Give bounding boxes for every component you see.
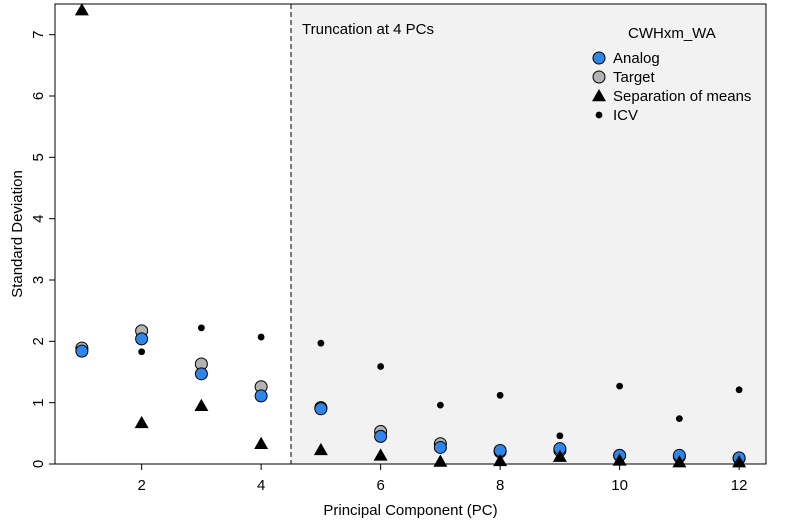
point-separation-of-means — [732, 455, 747, 468]
legend-title: CWHxm_WA — [628, 25, 716, 42]
point-separation-of-means — [493, 453, 508, 467]
point-icv — [317, 339, 325, 347]
plot-border — [54, 3, 767, 465]
y-tick-label: 3 — [30, 276, 47, 284]
point-separation-of-means — [74, 3, 89, 16]
point-analog — [374, 429, 388, 443]
point-separation-of-means — [672, 455, 687, 468]
point-separation-of-means — [433, 454, 448, 467]
legend-label-target: Target — [613, 69, 656, 86]
x-tick-label: 6 — [376, 477, 384, 494]
point-analog — [75, 344, 89, 358]
point-icv — [257, 333, 265, 341]
point-icv — [197, 324, 205, 332]
x-tick-label: 10 — [611, 477, 628, 494]
point-separation-of-means — [134, 415, 149, 429]
truncated-region-shading — [291, 4, 766, 464]
point-analog — [433, 440, 447, 454]
y-tick-label: 7 — [30, 30, 47, 38]
y-tick-label: 5 — [30, 153, 47, 161]
background-layer: Truncation at 4 PCs — [55, 4, 766, 464]
point-analog — [194, 367, 208, 381]
legend-label-analog: Analog — [613, 50, 660, 67]
point-analog — [314, 402, 328, 416]
marks-layer — [74, 3, 747, 468]
legend-marker-separation-of-means — [592, 89, 606, 102]
point-analog — [254, 389, 268, 403]
point-analog — [135, 332, 149, 346]
x-tick-label: 12 — [731, 477, 748, 494]
point-icv — [377, 363, 385, 370]
y-tick-label: 1 — [30, 398, 47, 406]
x-axis-title: Principal Component (PC) — [323, 502, 497, 519]
x-tick-label: 2 — [137, 477, 145, 494]
truncation-label: Truncation at 4 PCs — [302, 21, 434, 38]
legend-marker-analog — [592, 51, 606, 65]
point-separation-of-means — [612, 453, 627, 466]
point-icv — [556, 432, 564, 440]
legend: CWHxm_WA Analog Target Separation of means I… — [592, 25, 751, 124]
x-tick-label: 4 — [257, 477, 265, 494]
legend-marker-icv — [595, 111, 603, 119]
point-separation-of-means — [313, 442, 328, 456]
point-icv — [675, 415, 683, 423]
point-icv — [735, 386, 743, 394]
point-separation-of-means — [194, 398, 209, 411]
point-icv — [138, 348, 146, 356]
y-tick-label: 4 — [30, 214, 47, 222]
y-tick-label: 0 — [30, 460, 47, 468]
point-separation-of-means — [552, 449, 567, 462]
point-icv — [616, 382, 624, 390]
legend-marker-target — [592, 70, 606, 84]
point-icv — [496, 391, 504, 399]
point-separation-of-means — [254, 436, 269, 450]
y-axis-title: Standard Deviation — [9, 170, 26, 298]
legend-label-separation-of-means: Separation of means — [613, 88, 751, 105]
y-tick-label: 2 — [30, 337, 47, 345]
point-icv — [436, 401, 444, 409]
point-separation-of-means — [373, 448, 388, 461]
y-tick-label: 6 — [30, 92, 47, 100]
x-tick-label: 8 — [496, 477, 504, 494]
legend-label-icv: ICV — [613, 107, 638, 124]
